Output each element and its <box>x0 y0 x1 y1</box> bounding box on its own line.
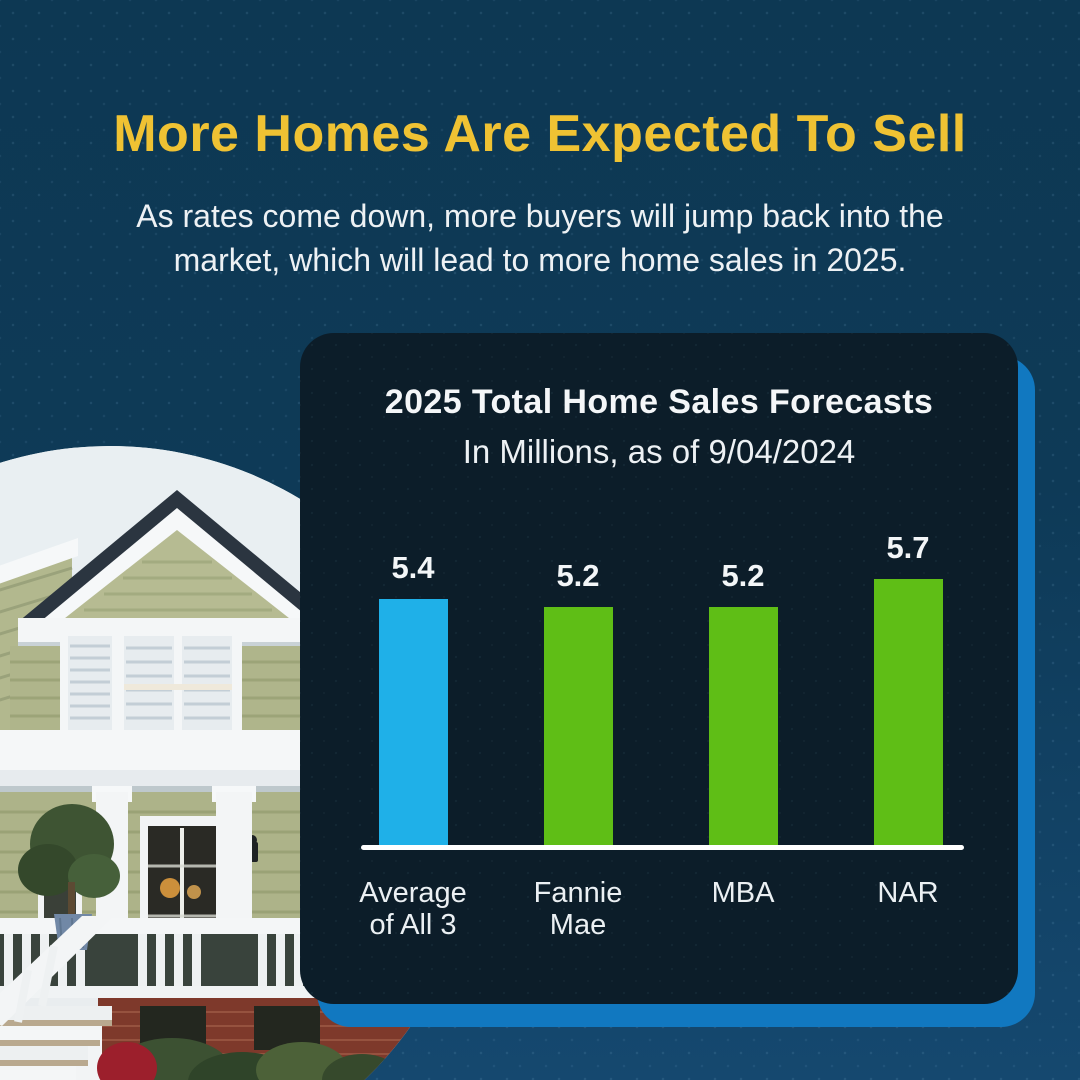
chart-axis-line <box>361 845 964 850</box>
bar-group-fannie-mae: 5.2 <box>518 558 638 845</box>
bar-value-fannie-mae: 5.2 <box>556 558 600 593</box>
category-label-average-of-all-3: Average of All 3 <box>328 877 498 941</box>
bar-nar <box>873 579 943 845</box>
chart-subtitle: In Millions, as of 9/04/2024 <box>462 433 856 470</box>
category-label-line: of All 3 <box>369 909 457 941</box>
chart-title: 2025 Total Home Sales Forecasts <box>384 383 934 421</box>
chart-card: 2025 Total Home Sales Forecasts In Milli… <box>300 333 1018 1004</box>
page-title: More Homes Are Expected To Sell <box>113 105 967 163</box>
category-label-nar: NAR <box>823 877 993 909</box>
bar-value-nar: 5.7 <box>886 530 930 565</box>
category-label-line: Mae <box>549 909 607 941</box>
bar-group-mba: 5.2 <box>683 558 803 845</box>
page-subtitle: As rates come down, more buyers will jum… <box>0 194 1080 282</box>
category-label-line: Fannie <box>533 877 623 909</box>
category-label-line: Average <box>359 877 467 909</box>
bar-group-average-of-all-3: 5.4 <box>353 550 473 845</box>
bar-value-mba: 5.2 <box>721 558 765 593</box>
bar-group-nar: 5.7 <box>848 530 968 845</box>
category-label-fannie-mae: Fannie Mae <box>493 877 663 941</box>
bar-value-average-of-all-3: 5.4 <box>391 550 435 585</box>
page-subtitle-line-2: market, which will lead to more home sal… <box>173 242 907 278</box>
bar-mba <box>708 607 778 845</box>
bar-fannie-mae <box>543 607 613 845</box>
category-label-mba: MBA <box>658 877 828 909</box>
bar-average-of-all-3 <box>378 599 448 845</box>
category-label-line: MBA <box>711 877 775 909</box>
page-subtitle-line-1: As rates come down, more buyers will jum… <box>136 198 944 234</box>
category-label-line: NAR <box>877 877 939 909</box>
